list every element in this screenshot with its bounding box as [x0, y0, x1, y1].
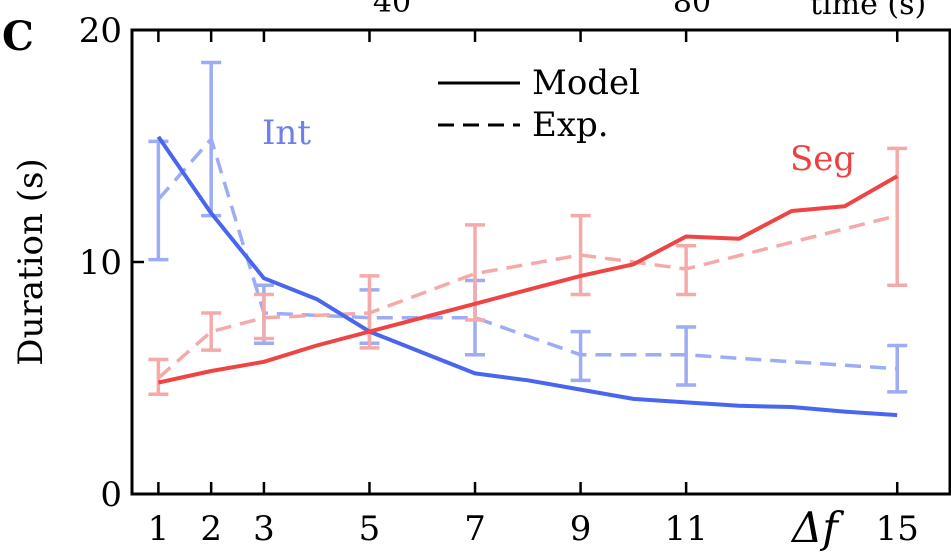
legend-exp-label: Exp. [532, 105, 609, 145]
error-bar [253, 292, 274, 341]
top-residue-right: time (s) [810, 0, 926, 22]
y-tick-label: 0 [100, 475, 122, 515]
error-bar [676, 325, 697, 387]
x-tick-group: 1 2 3 5 7 9 11 15 [148, 30, 919, 549]
x-tick-label: 9 [570, 509, 592, 549]
x-tick-label: 7 [464, 509, 486, 549]
top-residue-mid: 80 [673, 0, 711, 20]
series-group [148, 60, 908, 418]
series-line-int-model [156, 135, 898, 418]
x-tick-label: 1 [148, 509, 170, 549]
annotation-seg: Seg [790, 139, 855, 179]
series-seg-experiment [148, 146, 908, 396]
x-axis-label: Δf [790, 503, 844, 552]
error-bar [570, 213, 591, 297]
series-int-model [156, 135, 898, 418]
panel-label: C [2, 13, 34, 60]
series-line-int-experiment [157, 137, 898, 371]
series-int-experiment [148, 60, 908, 394]
annotation-int: Int [262, 113, 311, 153]
error-bar [887, 343, 908, 394]
y-tick-label: 20 [79, 11, 122, 51]
error-bar [570, 329, 591, 383]
y-axis-label: Duration (s) [11, 158, 51, 365]
x-tick-label: 3 [253, 509, 275, 549]
top-residue-left: 40 [373, 0, 411, 20]
x-tick-label: 11 [664, 509, 707, 549]
error-bar [201, 60, 222, 218]
error-bar [359, 274, 380, 350]
x-tick-label: 5 [359, 509, 381, 549]
series-seg-model [157, 174, 899, 385]
legend: Model Exp. [438, 63, 640, 145]
series-line-seg-model [157, 174, 899, 385]
error-bar [676, 244, 697, 297]
error-bar [148, 357, 169, 396]
y-tick-group: 0 10 20 [79, 11, 144, 515]
y-tick-label: 10 [79, 243, 122, 283]
x-tick-label: 2 [200, 509, 222, 549]
error-bar [148, 139, 169, 262]
error-bar [201, 311, 222, 352]
series-line-seg-experiment [157, 213, 898, 380]
x-tick-label: 15 [876, 509, 919, 549]
error-bar [887, 146, 908, 287]
legend-model-label: Model [532, 63, 640, 103]
